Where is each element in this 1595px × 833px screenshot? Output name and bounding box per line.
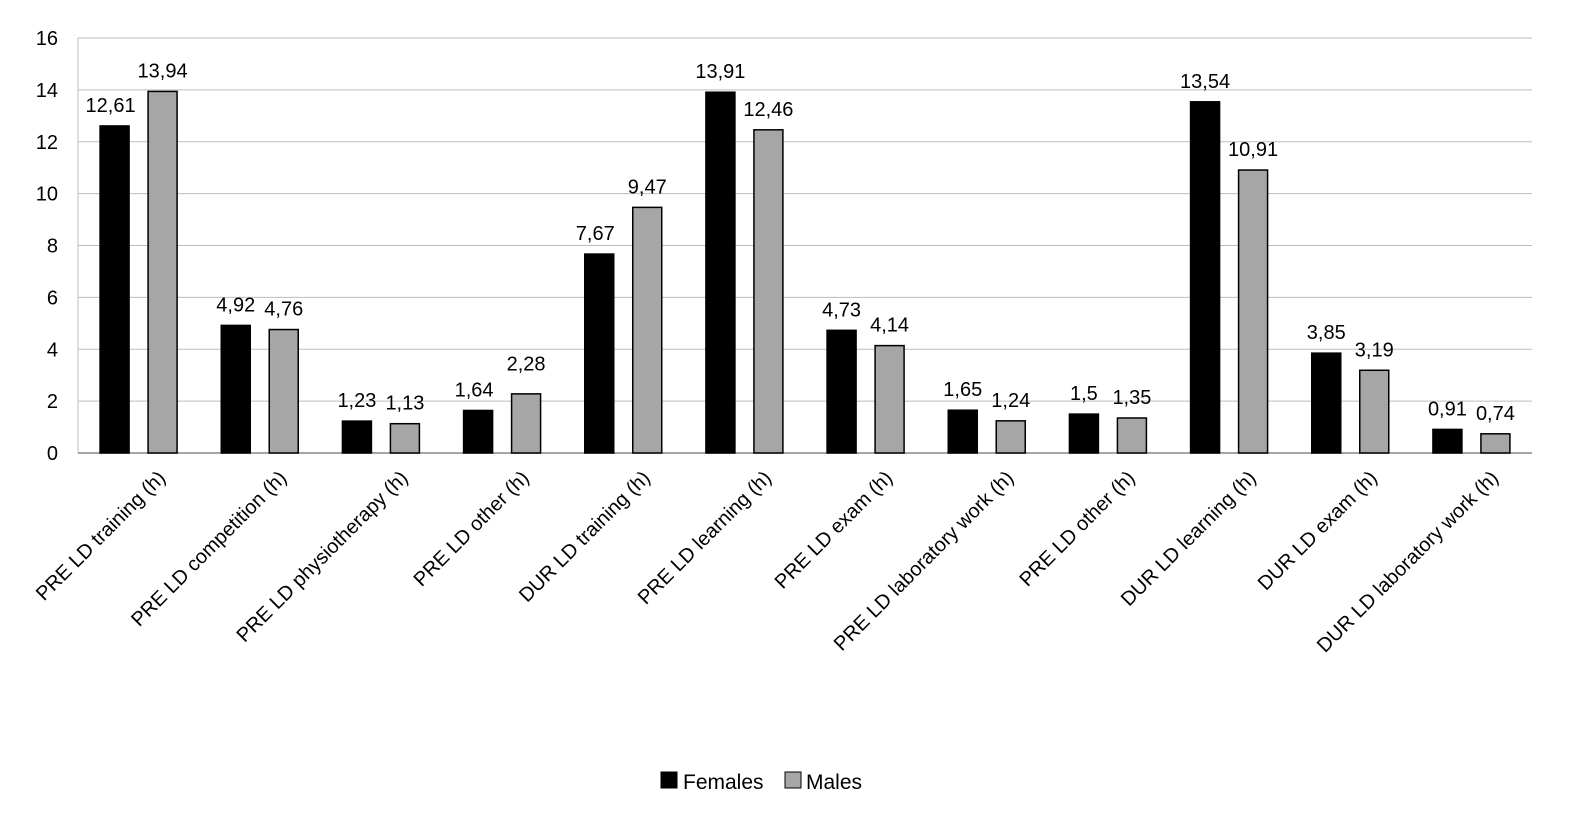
- x-tick-label: DUR LD training (h): [515, 467, 655, 607]
- bar-females-9: [1189, 101, 1221, 454]
- data-label-females-1: 4,92: [216, 294, 255, 316]
- data-label-females-7: 1,65: [943, 379, 982, 401]
- data-label-males-1: 4,76: [264, 299, 303, 321]
- bar-females-3: [462, 409, 494, 454]
- bar-females-6: [826, 329, 857, 454]
- bar-males-11: [1480, 433, 1511, 454]
- legend-label-females: Females: [683, 771, 764, 794]
- y-tick-label: 0: [47, 443, 58, 465]
- bar-females-8: [1068, 413, 1100, 454]
- bar-males-7: [995, 420, 1026, 454]
- data-label-males-4: 9,47: [628, 176, 667, 198]
- bar-males-6: [874, 344, 905, 454]
- y-tick-label: 12: [36, 132, 58, 154]
- data-label-females-6: 4,73: [822, 299, 861, 321]
- bar-males-8: [1116, 417, 1148, 454]
- data-label-males-3: 2,28: [507, 353, 546, 375]
- y-tick-label: 2: [47, 391, 58, 413]
- x-tick-label: PRE LD exam (h): [771, 467, 897, 593]
- bar-males-1: [268, 328, 299, 454]
- bar-males-5: [753, 129, 784, 454]
- data-label-females-11: 0,91: [1428, 398, 1467, 420]
- legend-swatch-males: [784, 771, 802, 789]
- data-label-females-2: 1,23: [337, 390, 376, 412]
- y-tick-label: 6: [47, 287, 58, 309]
- bar-females-10: [1311, 352, 1342, 454]
- data-label-males-6: 4,14: [870, 315, 909, 337]
- data-label-males-8: 1,35: [1112, 387, 1151, 409]
- legend-label-males: Males: [806, 771, 862, 794]
- data-label-males-2: 1,13: [385, 393, 424, 415]
- bar-females-1: [220, 324, 251, 454]
- data-label-males-5: 12,46: [743, 99, 793, 121]
- legend-swatch-females: [660, 771, 678, 789]
- bar-males-2: [389, 422, 421, 454]
- data-label-males-11: 0,74: [1476, 403, 1515, 425]
- gridlines: [78, 37, 1532, 454]
- x-tick-label: PRE LD other (h): [410, 467, 534, 591]
- x-tick-label: DUR LD exam (h): [1254, 467, 1382, 595]
- x-tick-label: PRE LD learning (h): [634, 467, 776, 609]
- bars: [99, 90, 1511, 454]
- data-label-males-0: 13,94: [138, 60, 188, 82]
- bar-males-0: [147, 90, 178, 454]
- y-tick-label: 4: [47, 339, 58, 361]
- bar-females-4: [584, 253, 615, 454]
- data-label-females-0: 12,61: [86, 95, 136, 117]
- x-axis-labels: PRE LD training (h)PRE LD competition (h…: [32, 467, 1503, 657]
- x-tick-label: PRE LD training (h): [32, 467, 170, 605]
- x-tick-label: DUR LD learning (h): [1117, 467, 1261, 611]
- y-tick-label: 8: [47, 236, 58, 258]
- bar-males-4: [632, 206, 663, 454]
- bar-males-10: [1359, 369, 1390, 454]
- x-tick-label: PRE LD other (h): [1015, 467, 1139, 591]
- data-label-females-4: 7,67: [576, 223, 615, 245]
- data-label-males-7: 1,24: [991, 390, 1030, 412]
- bar-females-11: [1432, 428, 1463, 454]
- bar-males-3: [510, 393, 542, 454]
- y-axis: 0 2 4 6 8 10 12 14 16: [36, 28, 1532, 465]
- y-tick-label: 16: [36, 28, 58, 50]
- data-label-males-10: 3,19: [1355, 339, 1394, 361]
- data-label-females-9: 13,54: [1180, 71, 1230, 93]
- legend: Females Males: [660, 771, 862, 794]
- bar-females-7: [947, 409, 978, 454]
- bar-females-5: [705, 91, 736, 454]
- bar-females-2: [341, 420, 373, 454]
- data-label-females-5: 13,91: [695, 61, 745, 83]
- data-label-females-8: 1,5: [1070, 383, 1098, 405]
- y-tick-label: 14: [36, 80, 58, 102]
- data-label-males-9: 10,91: [1228, 139, 1278, 161]
- bar-males-9: [1237, 169, 1269, 454]
- y-tick-label: 10: [36, 184, 58, 206]
- bar-females-0: [99, 125, 130, 454]
- data-label-females-10: 3,85: [1307, 322, 1346, 344]
- data-label-females-3: 1,64: [455, 379, 494, 401]
